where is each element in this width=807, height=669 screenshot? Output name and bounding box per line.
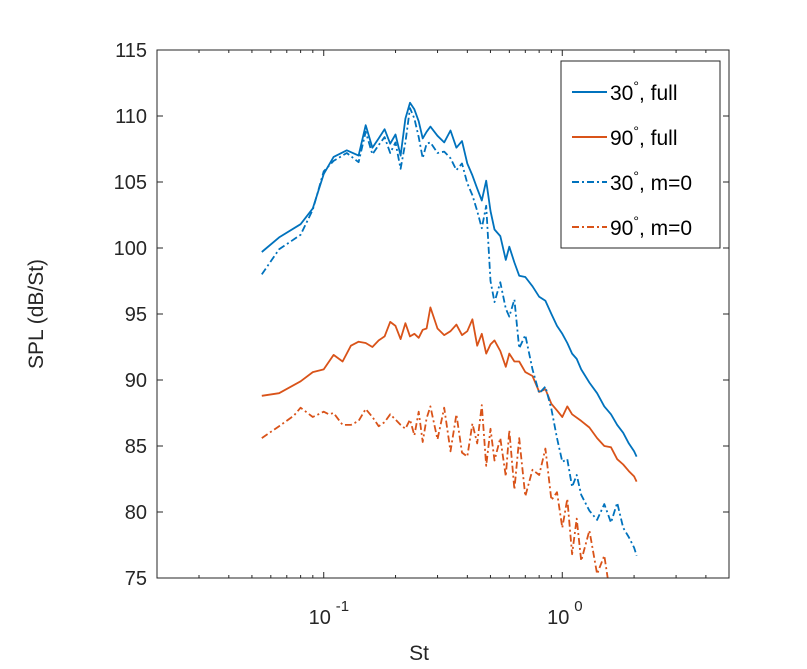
series-line-1 [261, 101, 638, 457]
y-tick-label: 80 [125, 502, 147, 524]
x-tick-exponent: -1 [336, 598, 349, 615]
series-group [261, 101, 638, 578]
legend-label-1: 30°, full [610, 78, 677, 105]
series-line-4 [261, 404, 609, 578]
y-tick-label: 115 [115, 40, 147, 62]
x-tick-label: 10 [547, 607, 569, 629]
series-line-2 [261, 306, 638, 482]
x-tick-label: 10 [309, 607, 331, 629]
y-tick-label: 85 [125, 436, 147, 458]
legend-label-2: 90°, full [610, 123, 677, 150]
x-axis-label: St [409, 642, 429, 665]
x-axis: 10 -1 10 0 [309, 50, 583, 629]
y-tick-label: 90 [125, 370, 147, 392]
legend-label-4: 90°, m=0 [610, 213, 692, 240]
series-line-3 [261, 107, 638, 556]
y-axis: 75 80 85 90 95 100 105 110 115 [114, 40, 729, 590]
y-axis-label: SPL (dB/St) [25, 259, 48, 369]
y-tick-label: 100 [114, 238, 147, 260]
y-tick-label: 105 [114, 172, 147, 194]
y-tick-label: 75 [125, 568, 147, 590]
x-tick-exponent: 0 [574, 598, 582, 615]
y-tick-label: 110 [115, 106, 147, 128]
y-tick-label: 95 [125, 304, 147, 326]
legend: 30°, full 90°, full 30°, m=0 90°, m=0 [560, 60, 721, 249]
legend-label-3: 30°, m=0 [610, 168, 692, 195]
